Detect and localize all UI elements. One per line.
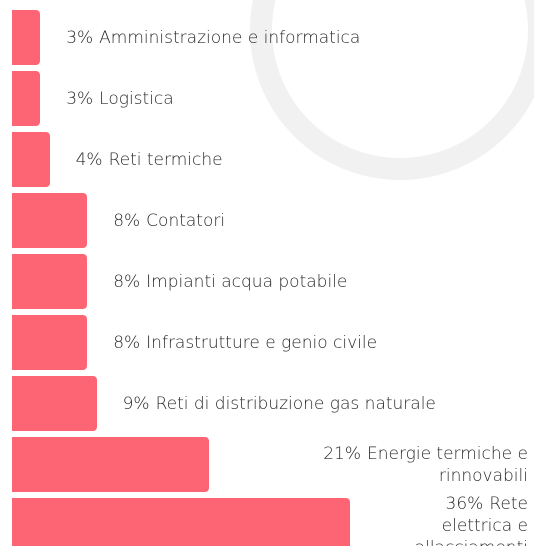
bar-label: 4% Reti termiche — [76, 149, 528, 171]
category-label: Amministrazione e informatica — [99, 27, 361, 48]
bar-label: 3% Amministrazione e informatica — [66, 27, 528, 49]
bar — [12, 376, 97, 431]
bar-label: 36%Rete elettrica e allacciamenti — [376, 493, 528, 546]
bar-label: 3% Logistica — [66, 88, 528, 110]
category-label: Energie termiche e rinnovabili — [366, 443, 528, 486]
value-label: 3% — [66, 27, 94, 48]
bar-label: 8% Contatori — [113, 210, 528, 232]
bar-label: 8% Impianti acqua potabile — [113, 271, 528, 293]
value-label: 8% — [113, 332, 141, 353]
bar — [12, 193, 88, 248]
value-label: 21% — [323, 443, 361, 464]
value-label: 4% — [75, 149, 103, 170]
bar — [12, 498, 351, 546]
value-label: 3% — [66, 88, 94, 109]
category-label: Contatori — [146, 210, 226, 231]
category-label: Infrastrutture e genio civile — [146, 332, 378, 353]
bar-label: 8% Infrastrutture e genio civile — [113, 332, 528, 354]
category-label: Logistica — [99, 88, 174, 109]
category-label: Impianti acqua potabile — [146, 271, 348, 292]
value-label: 8% — [113, 271, 141, 292]
bar-label: 21% Energie termiche e rinnovabili — [235, 443, 528, 487]
bar — [12, 132, 50, 187]
value-label: 8% — [113, 210, 141, 231]
bar — [12, 10, 41, 65]
value-label: 36% — [445, 493, 484, 514]
category-label: Reti di distribuzione gas naturale — [155, 393, 436, 414]
bar — [12, 254, 88, 309]
bar — [12, 315, 88, 370]
category-label: Rete elettrica e allacciamenti — [415, 493, 528, 546]
value-label: 9% — [122, 393, 150, 414]
bar-label: 9% Reti di distribuzione gas naturale — [123, 393, 528, 415]
bar — [12, 71, 41, 126]
bar — [12, 437, 210, 492]
category-label: Reti termiche — [108, 149, 223, 170]
